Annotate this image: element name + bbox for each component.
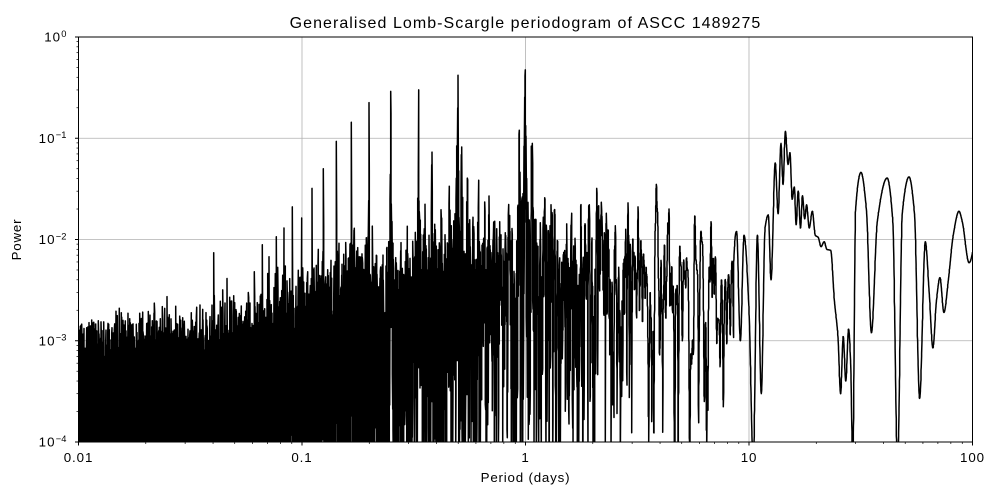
svg-text:Power: Power <box>9 219 24 261</box>
svg-text:10: 10 <box>741 450 758 465</box>
svg-text:0.01: 0.01 <box>64 450 94 465</box>
svg-text:−2: −2 <box>56 231 67 241</box>
svg-text:10: 10 <box>39 333 56 348</box>
svg-text:−1: −1 <box>56 130 67 140</box>
svg-text:0.1: 0.1 <box>291 450 312 465</box>
svg-text:10: 10 <box>39 131 56 146</box>
svg-text:Period (days): Period (days) <box>481 470 571 485</box>
svg-text:0: 0 <box>61 29 66 39</box>
svg-text:Generalised Lomb-Scargle perio: Generalised Lomb-Scargle periodogram of … <box>290 15 762 32</box>
svg-text:10: 10 <box>39 232 56 247</box>
svg-text:−3: −3 <box>56 333 67 343</box>
svg-text:10: 10 <box>39 435 56 450</box>
svg-text:10: 10 <box>44 30 61 45</box>
svg-text:100: 100 <box>960 450 985 465</box>
svg-text:−4: −4 <box>56 434 67 444</box>
svg-text:1: 1 <box>521 450 529 465</box>
